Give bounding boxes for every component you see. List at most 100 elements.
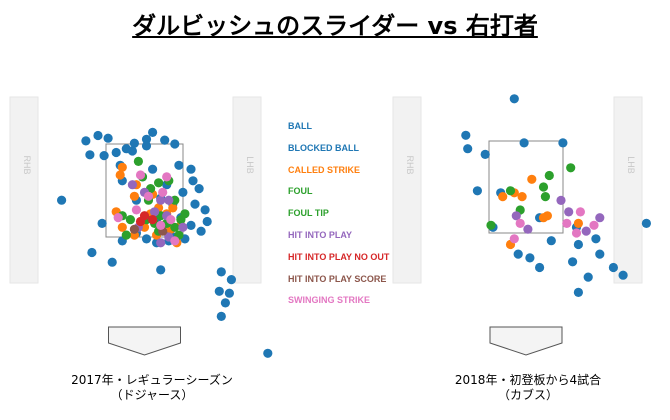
pitch-point	[224, 288, 234, 298]
pitch-point	[214, 286, 224, 296]
panel-right: RHB LHB	[392, 94, 652, 356]
pitch-point	[81, 136, 91, 146]
pitch-point	[135, 170, 146, 180]
pitch-point	[111, 147, 121, 158]
panel-left: RHB LHB	[9, 96, 273, 358]
pitch-point	[156, 195, 166, 205]
pitch-point	[190, 199, 200, 209]
pitch-point	[127, 180, 137, 190]
pitch-point	[125, 215, 135, 225]
pitch-point	[538, 182, 549, 192]
pitch-point	[85, 150, 95, 160]
caption-right-line1: 2018年・初登板から4試合	[454, 373, 602, 387]
chart-title: ダルビッシュのスライダー vs 右打者	[132, 12, 538, 40]
pitch-point	[226, 275, 236, 285]
pitch-point	[546, 236, 556, 246]
pitch-point	[129, 224, 139, 234]
pitch-point	[486, 220, 496, 230]
legend-item: HIT INTO PLAY NO OUT	[288, 251, 390, 262]
pitch-point	[178, 187, 188, 197]
caption-right: 2018年・初登板から4試合 （カブス）	[408, 373, 648, 403]
pitch-point	[156, 238, 166, 248]
pitch-point	[581, 226, 591, 236]
legend-item: HIT INTO PLAY	[288, 230, 353, 240]
pitch-point	[461, 130, 471, 140]
rhb-label: RHB	[405, 155, 415, 174]
pitch-point	[148, 215, 158, 225]
pitch-point	[573, 218, 584, 228]
pitch-point	[178, 222, 188, 232]
pitch-point	[618, 270, 628, 280]
pitch-point	[216, 311, 226, 321]
lhb-box	[613, 96, 643, 284]
pitch-point	[148, 127, 158, 137]
pitch-point	[176, 215, 186, 225]
pitch-point	[463, 144, 473, 154]
pitch-point	[540, 192, 551, 202]
pitch-point	[117, 162, 127, 172]
pitch-point	[107, 257, 117, 267]
legend-item: FOUL	[288, 186, 313, 197]
pitch-point	[220, 298, 230, 308]
pitch-point	[103, 133, 113, 143]
pitch-point	[591, 234, 601, 244]
pitch-point	[160, 135, 170, 145]
pitch-point	[216, 267, 226, 277]
caption-left-line1: 2017年・レギュラーシーズン	[71, 373, 233, 387]
legend-item: BALL	[288, 121, 312, 131]
pitch-point	[568, 257, 578, 267]
pitch-point	[200, 205, 210, 215]
pitch-point	[498, 192, 508, 202]
pitch-point	[564, 207, 574, 217]
pitch-point	[87, 247, 97, 258]
pitch-point	[141, 234, 152, 244]
pitch-point	[571, 228, 582, 238]
rhb-box	[392, 96, 422, 284]
pitch-point	[527, 174, 537, 184]
rhb-label: RHB	[22, 155, 32, 174]
pitch-point	[583, 272, 593, 282]
pitch-point	[156, 265, 166, 275]
pitch-point	[641, 218, 652, 228]
pitch-point	[525, 253, 535, 263]
legend-item: CALLED STRIKE	[288, 164, 360, 175]
pitch-point	[154, 178, 164, 188]
pitch-point	[566, 163, 576, 173]
caption-left-line2: （ドジャース）	[110, 388, 194, 402]
home-plate	[489, 326, 563, 356]
pitch-point	[196, 226, 206, 236]
pitch-point	[595, 249, 605, 259]
pitch-point	[575, 207, 586, 217]
pitch-point	[595, 213, 605, 223]
pitch-point	[573, 287, 584, 297]
pitch-point	[117, 222, 127, 232]
pitch-point	[556, 195, 566, 205]
pitch-point	[135, 216, 146, 227]
lhb-label: LHB	[626, 156, 636, 174]
pitch-point	[535, 262, 545, 273]
pitch-point	[170, 222, 180, 232]
pitch-point	[115, 170, 125, 180]
pitch-point	[263, 348, 273, 358]
pitch-point	[170, 236, 180, 246]
strike-zone	[488, 140, 564, 234]
pitch-point	[143, 191, 154, 201]
pitch-point	[148, 164, 158, 174]
pitch-point	[194, 184, 204, 194]
pitch-point	[608, 262, 619, 273]
pitch-point	[162, 172, 172, 182]
pitch-point	[166, 215, 176, 225]
legend-item: BLOCKED BALL	[288, 142, 359, 153]
pitch-point	[129, 138, 139, 148]
pitch-point	[164, 195, 174, 205]
pitch-point	[121, 230, 131, 240]
pitch-point	[113, 213, 123, 223]
pitch-point	[202, 216, 212, 227]
pitch-point	[589, 220, 599, 230]
pitch-point	[150, 207, 160, 217]
pitch-point	[129, 191, 139, 201]
pitch-point	[573, 239, 584, 250]
pitch-point	[519, 138, 529, 148]
pitch-point	[141, 141, 152, 151]
